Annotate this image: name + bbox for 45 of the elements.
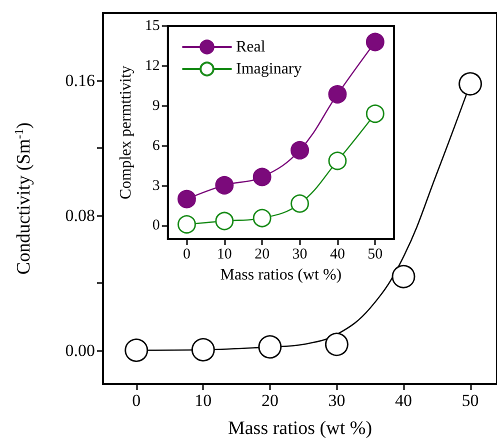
point [191, 338, 215, 362]
point [124, 338, 148, 362]
x-tick-label: 20 [254, 246, 270, 262]
x-tick-label: 20 [261, 391, 278, 410]
point [290, 140, 310, 160]
y-tick-label: 6 [152, 138, 160, 154]
point [325, 332, 348, 356]
point [392, 264, 416, 288]
x-tick-label: 40 [330, 246, 345, 262]
x-tick-label: 50 [368, 246, 383, 262]
point [215, 212, 234, 230]
y-axis-title: Complex permttivity [118, 66, 134, 200]
point [252, 168, 272, 186]
point [366, 104, 384, 123]
x-tick-label: 10 [216, 246, 232, 262]
x-tick-label: 0 [132, 391, 141, 410]
x-tick-label: 0 [182, 246, 190, 262]
point [178, 190, 196, 208]
y-axis-title: Conductivity (Sm-1) [12, 122, 34, 275]
y-tick-label: 3 [152, 178, 160, 194]
x-tick-label: 30 [328, 391, 346, 410]
x-tick-label: 50 [462, 391, 479, 410]
legend-label: Real [236, 38, 266, 56]
point [258, 335, 282, 359]
y-tick-label: 12 [144, 58, 160, 74]
point [328, 85, 347, 104]
x-tick-label: 40 [395, 391, 412, 410]
point [178, 215, 196, 234]
point [458, 72, 482, 96]
y-tick-label: 0.16 [65, 70, 95, 90]
point [290, 194, 310, 213]
x-tick-label: 30 [292, 246, 308, 262]
x-axis-title: Mass ratios (wt %) [228, 418, 372, 439]
y-tick-label: 0.00 [65, 340, 95, 360]
legend-label: Imaginary [236, 60, 302, 78]
y-tick-label: 9 [152, 98, 160, 114]
point [366, 32, 384, 52]
point [215, 176, 234, 194]
x-tick-label: 10 [194, 391, 212, 410]
y-tick-label: 0.08 [65, 206, 95, 225]
y-tick-label: 0 [152, 218, 160, 234]
point [328, 152, 347, 170]
point [252, 208, 272, 228]
x-axis-title: Mass ratios (wt %) [220, 266, 342, 284]
y-tick-label: 15 [144, 18, 160, 34]
